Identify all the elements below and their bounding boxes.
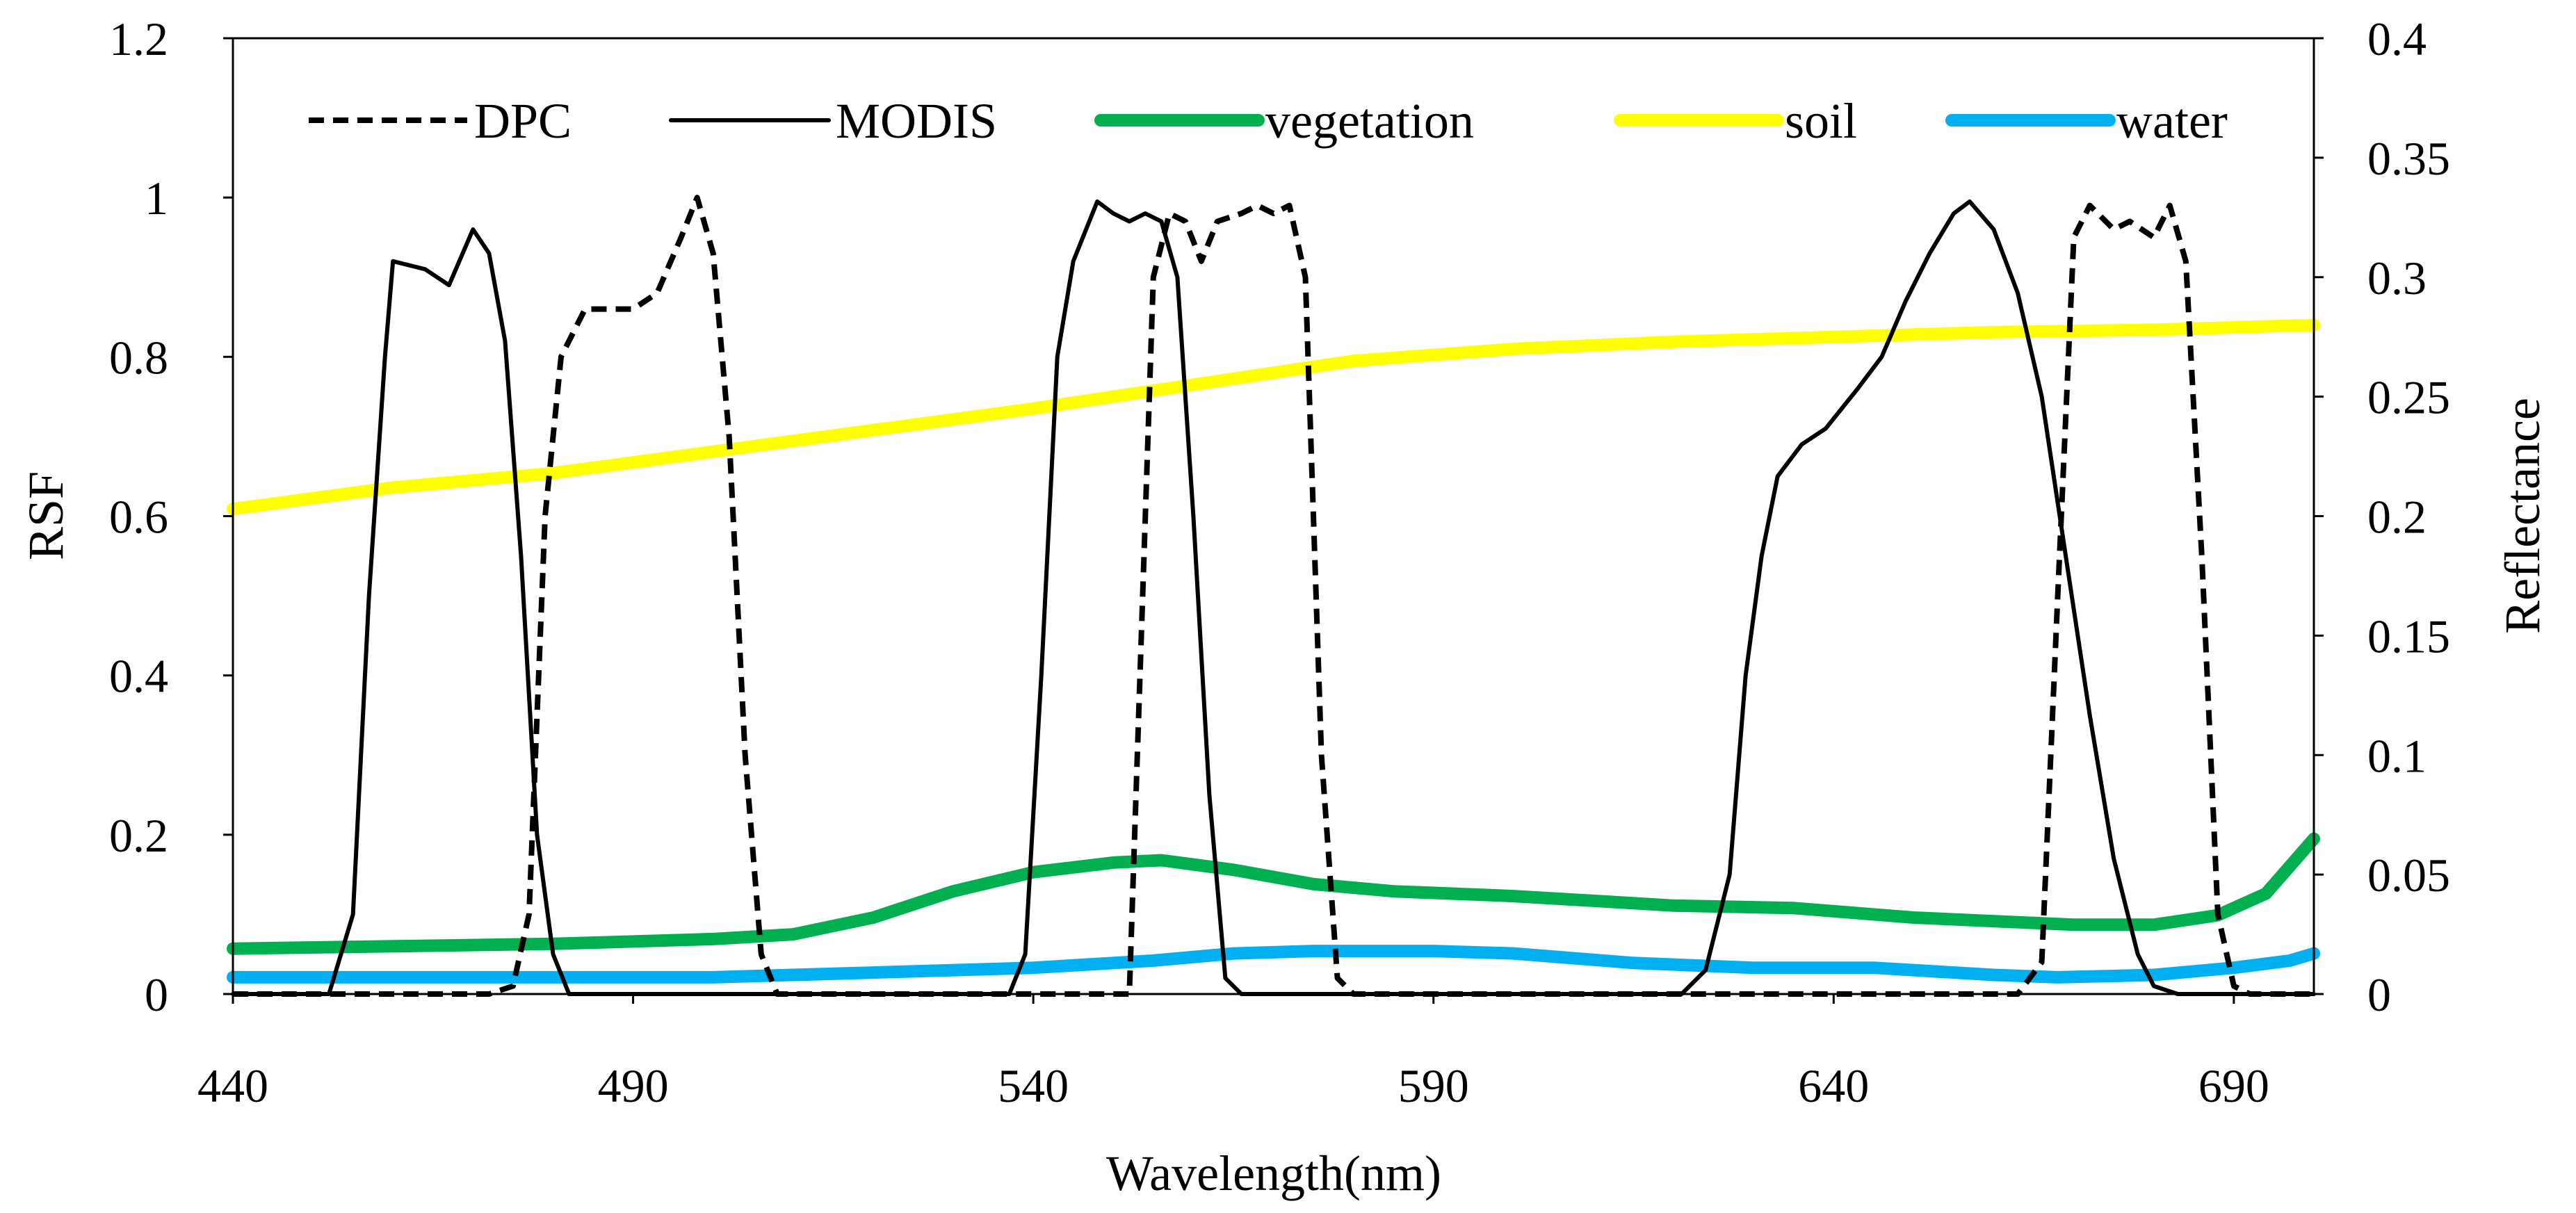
x-tick-label: 490: [598, 1059, 669, 1112]
y2-axis-title: Reflectance: [2495, 398, 2550, 634]
y-axis-title: RSF: [18, 471, 74, 560]
legend-label-soil: soil: [1785, 93, 1857, 149]
legend-label-vegetation: vegetation: [1265, 93, 1474, 149]
y2-tick-label: 0.1: [2367, 729, 2427, 782]
series-MODIS-line: [231, 199, 2316, 996]
y2-tick-label: 0.05: [2367, 849, 2450, 902]
legend: DPC MODIS vegetation soil water: [309, 93, 2228, 149]
series-layer: [227, 195, 2320, 997]
series-water-line: [227, 945, 2320, 984]
y-tick-label: 1: [145, 172, 168, 225]
series-vegetation-line: [227, 832, 2320, 955]
x-tick-label: 440: [197, 1059, 268, 1112]
y2-tick-label: 0.4: [2367, 13, 2427, 65]
y2-tick-label: 0.15: [2367, 610, 2450, 662]
y-tick-label: 0.6: [109, 491, 168, 544]
y2-tick-label: 0.3: [2367, 252, 2427, 304]
x-tick-label: 590: [1398, 1059, 1469, 1112]
x-tick-label: 690: [2198, 1059, 2269, 1112]
y-tick-label: 0.8: [109, 331, 168, 384]
x-axis-title: Wavelength(nm): [1106, 1146, 1441, 1201]
series-DPC-line: [233, 195, 2314, 997]
y-tick-label: 0.4: [109, 650, 168, 703]
series-soil-line: [227, 318, 2320, 516]
y2-tick-label: 0.2: [2367, 491, 2427, 544]
y-tick-label: 1.2: [109, 13, 168, 65]
x-tick-label: 540: [998, 1059, 1069, 1112]
y-tick-label: 0: [145, 968, 168, 1021]
legend-label-MODIS: MODIS: [836, 93, 997, 149]
y2-tick-label: 0.25: [2367, 371, 2450, 424]
legend-label-water: water: [2116, 93, 2228, 149]
y2-tick-label: 0: [2367, 968, 2391, 1021]
x-tick-label: 640: [1798, 1059, 1869, 1112]
y2-tick-label: 0.35: [2367, 132, 2450, 185]
legend-label-DPC: DPC: [474, 93, 572, 149]
ticks-layer: 440 490 540 590 640 690 0 0.2 0.4 0.6 0.8 1 1.2 0 0.05…: [109, 13, 2450, 1112]
y-tick-label: 0.2: [109, 809, 168, 862]
